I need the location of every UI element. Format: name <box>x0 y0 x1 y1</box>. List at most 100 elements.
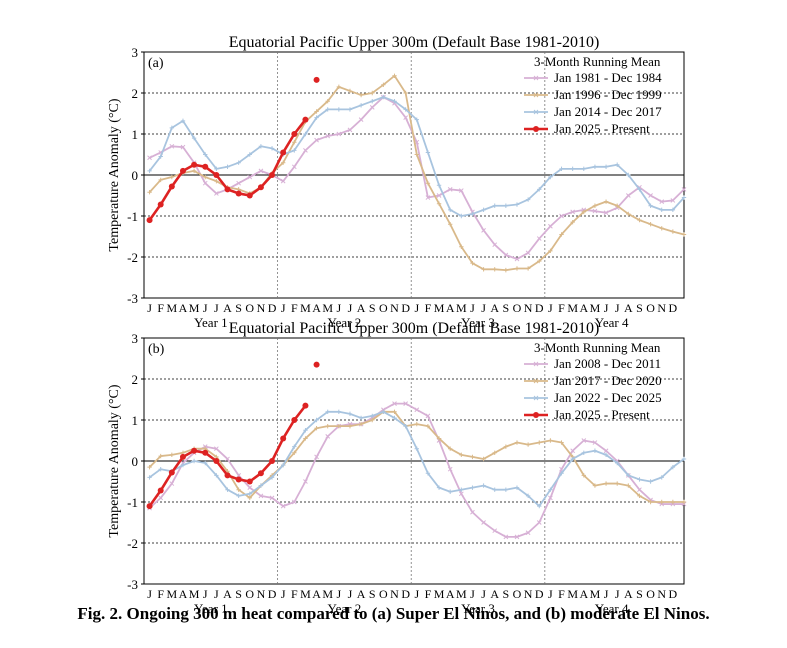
legend-entry: Jan 2014 - Dec 2017 <box>554 104 662 119</box>
data-point <box>447 186 453 192</box>
data-point <box>537 503 542 509</box>
data-point <box>258 144 264 149</box>
data-point <box>492 242 498 248</box>
data-point <box>225 456 230 462</box>
data-point <box>637 493 642 499</box>
data-point <box>157 487 164 494</box>
data-point <box>358 117 364 123</box>
x-tick-label: N <box>390 587 399 601</box>
data-point <box>614 162 620 167</box>
data-point <box>236 472 241 478</box>
data-point <box>269 495 275 501</box>
x-tick-label: D <box>535 301 544 315</box>
data-point <box>158 177 163 183</box>
legend-title: 3-Month Running Mean <box>534 340 661 355</box>
data-point <box>548 174 553 180</box>
data-point <box>303 479 308 484</box>
data-point <box>626 483 631 488</box>
data-point <box>169 125 175 131</box>
y-tick-label: -3 <box>127 291 138 306</box>
y-tick-label: 3 <box>132 45 139 60</box>
data-point <box>169 481 175 486</box>
x-tick-label: J <box>348 301 353 315</box>
data-point <box>459 244 464 249</box>
x-tick-label: O <box>379 301 388 315</box>
x-tick-label: F <box>291 587 298 601</box>
data-point <box>280 503 286 509</box>
data-point <box>470 485 475 490</box>
x-tick-label: J <box>548 301 553 315</box>
data-point <box>236 487 241 492</box>
x-tick-label: D <box>268 301 277 315</box>
x-tick-label: J <box>604 587 609 601</box>
data-point <box>325 107 330 112</box>
data-point <box>303 148 308 153</box>
data-point <box>492 203 497 208</box>
data-point <box>291 131 298 137</box>
data-point <box>180 118 186 124</box>
data-point <box>548 495 553 501</box>
data-point <box>625 193 631 198</box>
data-point <box>681 456 687 462</box>
data-point <box>447 489 453 494</box>
data-point <box>325 423 330 429</box>
panel-label: (a) <box>148 56 164 71</box>
data-point <box>425 413 431 419</box>
data-point <box>470 509 475 515</box>
data-point <box>246 478 253 485</box>
data-point <box>681 232 687 237</box>
x-tick-label: D <box>401 587 410 601</box>
data-point <box>447 207 453 213</box>
data-point <box>492 528 498 534</box>
data-point <box>492 487 497 492</box>
data-point <box>336 107 342 112</box>
x-tick-label: F <box>558 301 565 315</box>
chart-title: Equatorial Pacific Upper 300m (Default B… <box>229 34 600 51</box>
data-point <box>592 208 598 214</box>
data-point <box>614 481 620 486</box>
data-point <box>414 152 419 157</box>
data-point <box>370 413 375 419</box>
x-tick-label: D <box>401 301 410 315</box>
data-point <box>481 520 486 525</box>
x-tick-label: A <box>179 587 188 601</box>
data-point <box>180 144 186 150</box>
data-point <box>347 127 353 133</box>
data-point <box>559 213 564 219</box>
data-point <box>425 195 431 200</box>
data-point <box>581 166 586 172</box>
x-tick-label: J <box>214 301 219 315</box>
data-point <box>503 203 509 208</box>
x-tick-label: S <box>503 301 510 315</box>
x-tick-label: J <box>214 587 219 601</box>
data-point <box>169 143 175 149</box>
data-point <box>458 188 464 193</box>
data-point <box>670 464 676 470</box>
x-tick-label: A <box>624 587 633 601</box>
data-point <box>291 417 298 423</box>
isolated-data-point <box>313 361 320 368</box>
data-point <box>158 467 163 472</box>
year-label: Year 3 <box>461 601 495 616</box>
x-tick-label: A <box>446 301 455 315</box>
data-point <box>280 435 287 442</box>
data-point <box>314 109 319 114</box>
data-point <box>179 453 186 460</box>
x-tick-label: N <box>524 301 533 315</box>
data-point <box>436 183 442 188</box>
x-tick-label: N <box>524 587 533 601</box>
legend-marker <box>533 412 539 418</box>
data-point <box>637 187 642 192</box>
data-point <box>247 495 252 501</box>
data-point <box>314 417 319 423</box>
data-point <box>648 203 653 208</box>
x-tick-label: M <box>189 587 200 601</box>
data-point <box>314 426 319 431</box>
x-tick-label: M <box>567 301 578 315</box>
x-tick-label: O <box>513 587 522 601</box>
y-tick-label: -2 <box>127 250 138 265</box>
data-point <box>213 458 220 464</box>
x-tick-label: J <box>348 587 353 601</box>
data-point <box>570 166 575 172</box>
data-point <box>147 168 152 174</box>
